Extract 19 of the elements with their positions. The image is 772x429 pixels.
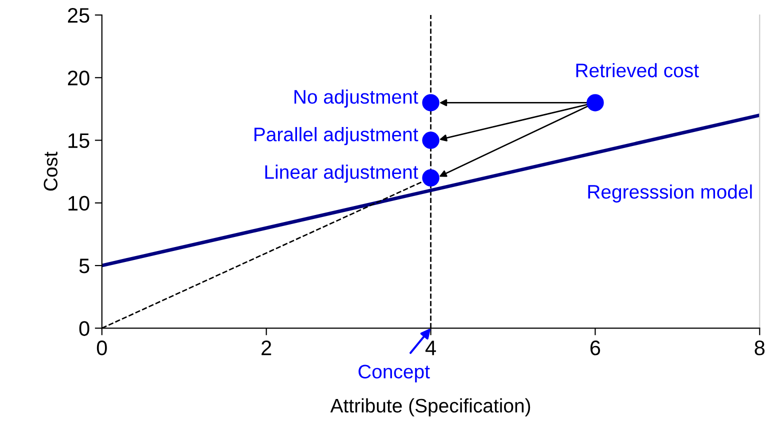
- y-tick-label: 25: [68, 8, 90, 23]
- x-tick-label: 2: [262, 340, 272, 356]
- y-tick-label: 5: [79, 258, 90, 274]
- annotation: Parallel adjustment: [254, 127, 418, 146]
- x-tick-label: 0: [96, 340, 107, 356]
- y-tick-label: 10: [68, 196, 90, 211]
- annotation: Linear adjustment: [265, 164, 418, 183]
- text: Concept: [358, 364, 430, 382]
- y-tick-label: 15: [68, 134, 90, 148]
- x-tick-label: 4: [425, 340, 436, 356]
- y-axis-title: Cost: [44, 152, 58, 191]
- x-axis-title: Attribute (Specification): [330, 398, 530, 416]
- x-tick-label: 8: [754, 340, 765, 356]
- x-tick-label: 6: [590, 340, 600, 356]
- y-tick-label: 0: [79, 321, 90, 336]
- annotation: Retrieved cost: [576, 63, 699, 78]
- y-tick-label: 20: [68, 70, 90, 86]
- annotation: No adjustment: [294, 89, 418, 108]
- annotation: Regresssion model: [588, 184, 752, 203]
